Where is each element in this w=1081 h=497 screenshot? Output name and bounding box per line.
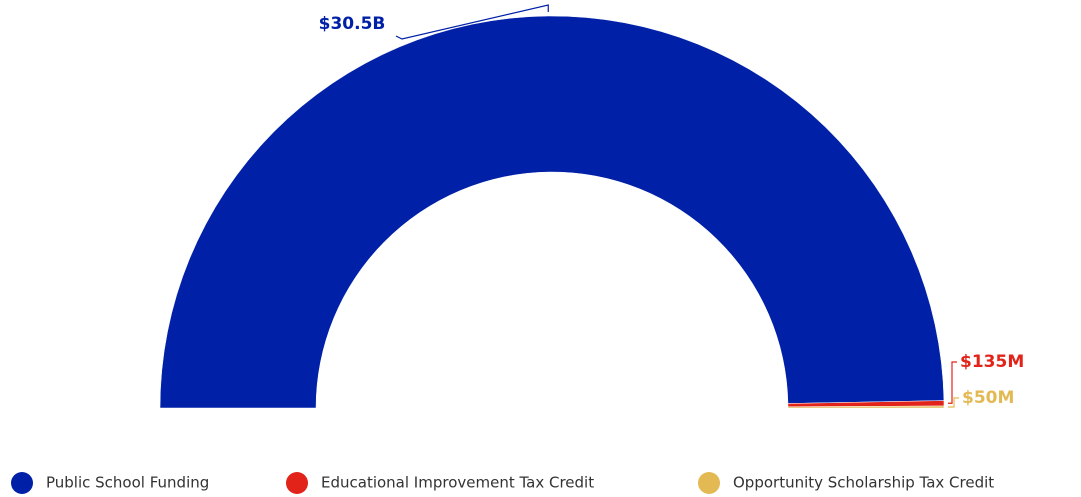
legend-label: Opportunity Scholarship Tax Credit: [733, 474, 994, 492]
legend-label: Educational Improvement Tax Credit: [321, 474, 594, 492]
value-label: $50M: [962, 388, 1014, 408]
donut-segment: [787, 405, 945, 409]
donut-segment: [159, 15, 945, 409]
leader-line: [947, 397, 959, 408]
leader-line: [395, 4, 549, 40]
legend-label: Public School Funding: [46, 474, 209, 492]
legend-swatch: [698, 472, 720, 494]
value-label: $30.5B: [319, 14, 386, 34]
legend-swatch: [286, 472, 308, 494]
leader-line: [947, 361, 957, 404]
legend-swatch: [11, 472, 33, 494]
value-label: $135M: [960, 352, 1024, 372]
